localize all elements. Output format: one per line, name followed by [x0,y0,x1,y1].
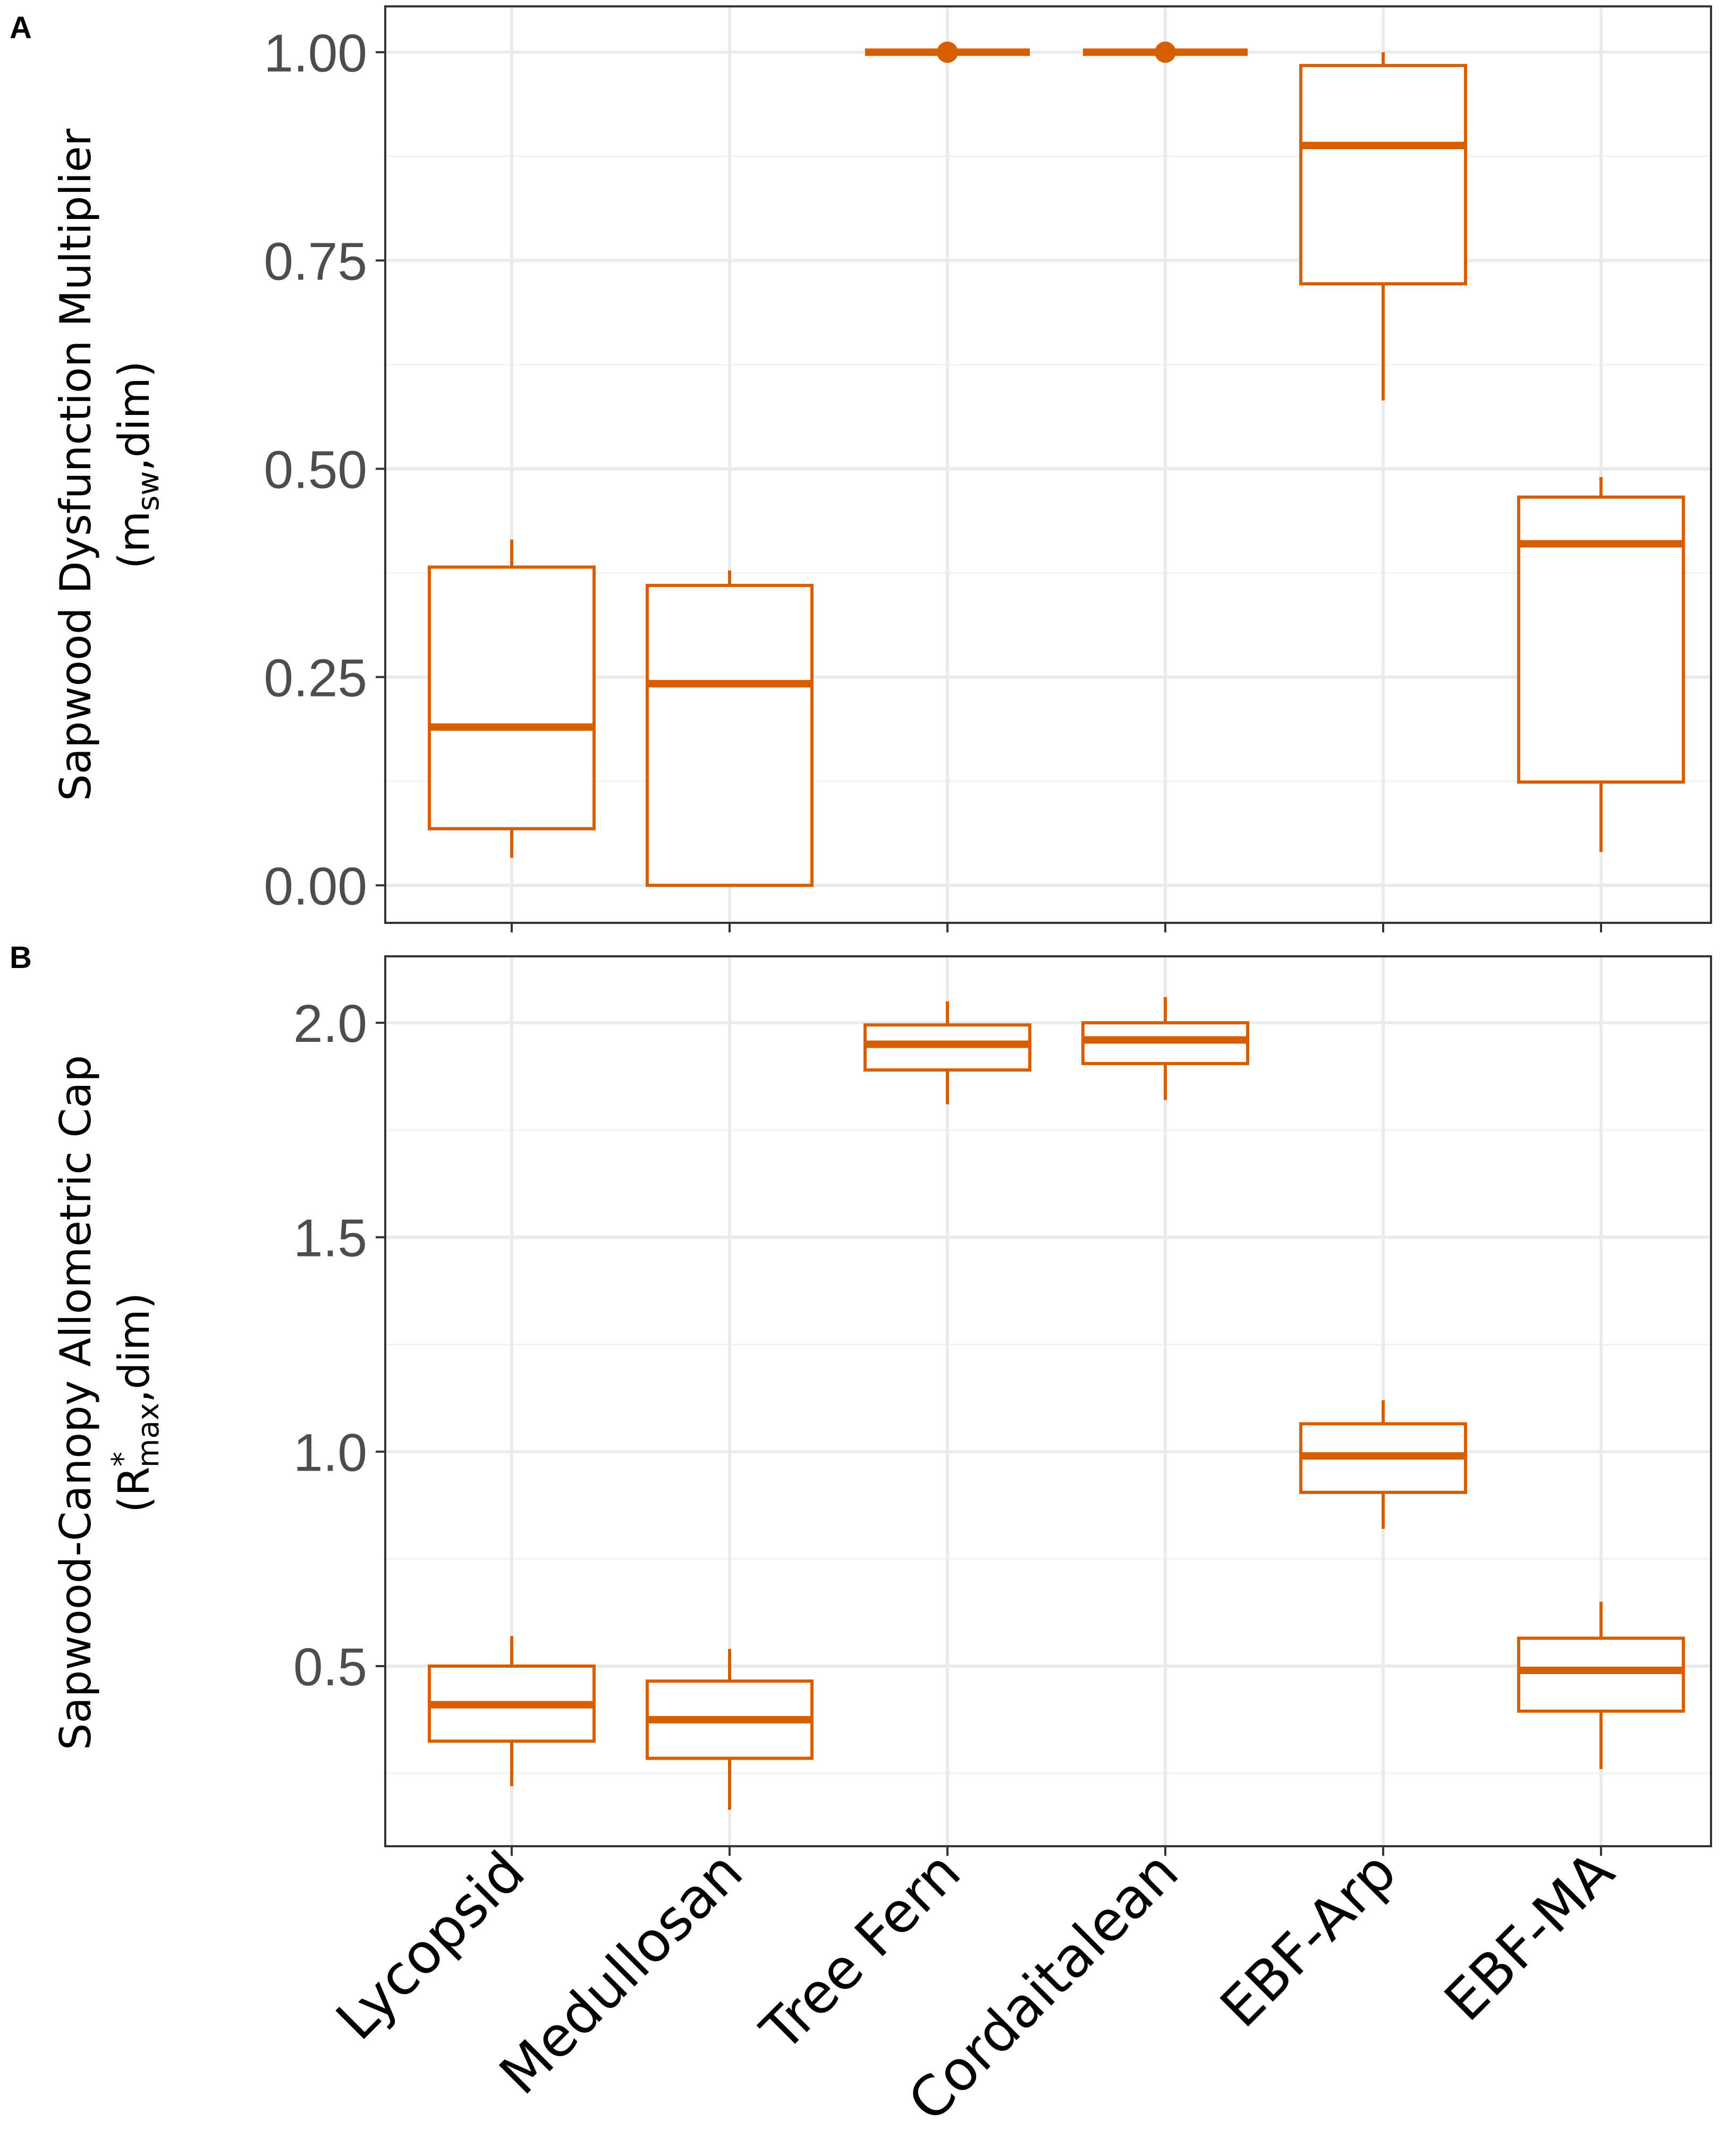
panel-b-y-axis: 0.5 1.0 1.5 2.0 [293,994,385,1697]
panel-a-ylabel-sub: sw [131,471,166,511]
box-medullosan [646,1649,814,1810]
y-tick-label: 1.0 [293,1423,367,1482]
box-ebf-arp [1299,1400,1467,1529]
panel-a-label: A [10,11,32,45]
panel-a-border [384,5,1712,924]
box-iqr [1299,64,1467,286]
category-label: EBF-MA [1432,1839,1627,2033]
y-tick-label: 0.75 [264,232,367,291]
box-medullosan [646,570,814,887]
panel-a-ylabel-symbol: (msw,dim) [109,361,166,569]
box-iqr [646,583,814,887]
panel-b-ylabel: Sapwood-Canopy Allometric Cap (R*max,dim… [51,1055,166,1750]
panel-a-ylabel-close: ,dim) [109,361,159,471]
panel-b: 0.5 1.0 1.5 2.0 Sapwood-Canopy Allometric C… [51,955,1712,1856]
panel-b-ylabel-close: ,dim) [109,1293,159,1403]
box-lycopsid [428,1636,596,1786]
y-tick-label: 2.0 [293,994,367,1054]
outlier-point [1155,41,1176,63]
category-label: EBF-Arp [1208,1839,1409,2040]
panel-a-background [385,6,1711,923]
panel-b-ylabel-symbol: (R*max,dim) [106,1293,166,1513]
box-tree-fern [865,41,1030,63]
box-lycopsid [428,539,596,858]
panel-b-ylabel-open: (R [109,1466,159,1513]
y-tick-label: 0.50 [264,440,367,499]
panel-b-background [385,956,1711,1846]
panel-b-boxes [428,997,1685,1810]
category-label: Lycopsid [324,1839,537,2052]
box-iqr [1517,1636,1685,1713]
box-tree-fern [863,1001,1031,1105]
outlier-point [937,41,958,63]
box-ebf-arp [1299,52,1467,401]
panel-a-ylabel: Sapwood Dysfunction Multiplier (msw,dim) [51,129,166,801]
panel-b-x-ticks [511,1846,1602,1856]
panel-b-ylabel-sup: * [106,1451,140,1466]
y-tick-label: 0.5 [293,1637,367,1697]
y-tick-label: 0.00 [264,856,367,916]
panel-b-label: B [10,940,32,975]
y-tick-label: 1.00 [264,23,367,83]
box-iqr [1517,495,1685,784]
box-ebf-ma [1517,1601,1685,1769]
panel-a-ylabel-open: (m [109,511,159,569]
y-tick-label: 0.25 [264,648,367,708]
panel-a-boxes [428,41,1685,887]
panel-a-ylabel-main: Sapwood Dysfunction Multiplier [51,129,100,801]
panel-b-border [384,955,1712,1847]
panel-b-ylabel-sub: max [131,1403,166,1467]
box-cordaitalean [1083,41,1248,63]
box-iqr [428,565,596,830]
panel-b-ylabel-main: Sapwood-Canopy Allometric Cap [51,1055,100,1750]
category-label: Tree Fern [748,1839,973,2064]
box-ebf-ma [1517,477,1685,852]
panel-a-y-axis: 0.00 0.25 0.50 0.75 1.00 [264,23,385,916]
panel-a: 0.00 0.25 0.50 0.75 1.00 Sapwood Dysfunction… [51,5,1712,932]
box-cordaitalean [1081,997,1249,1100]
y-tick-label: 1.5 [293,1209,367,1268]
panel-a-x-ticks [511,923,1602,932]
